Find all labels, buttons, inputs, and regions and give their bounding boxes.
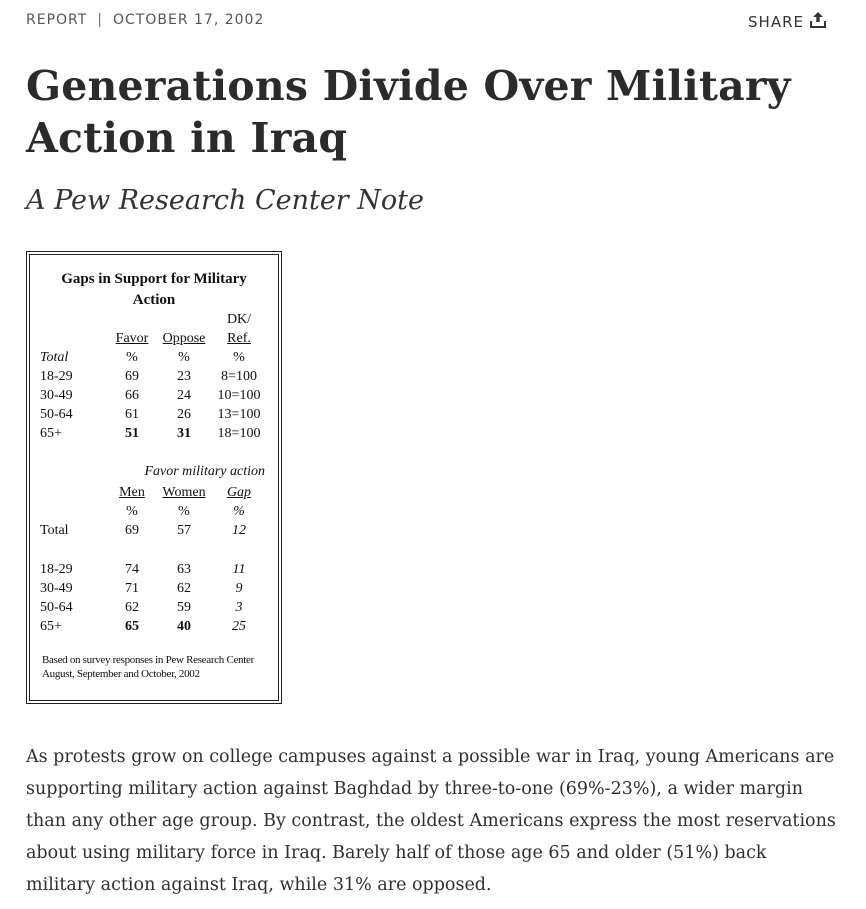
figure-title: Gaps in Support for Military Action (30, 269, 278, 311)
table-row: 65+ 51 31 18=100 (40, 424, 265, 443)
row-label: 30-49 (40, 581, 73, 596)
cell-dk: 18=100 (217, 426, 261, 441)
meta-separator: | (97, 12, 104, 28)
article-body-paragraph: As protests grow on college campuses aga… (26, 747, 836, 895)
section1-total-row: Total % % % (40, 348, 265, 367)
figure-title-line1: Gaps in Support for Military (61, 271, 247, 287)
dk-header-line1: DK/ (226, 312, 252, 327)
section2-header-row: Men Women Gap (40, 483, 265, 502)
cell-oppose: 24 (177, 388, 191, 403)
figure-note: Based on survey responses in Pew Researc… (42, 654, 254, 680)
unit-women: % (178, 504, 190, 519)
table-row: 18-29 69 23 8=100 (40, 367, 265, 386)
figure-title-line2: Action (132, 292, 176, 308)
cell-men: 69 (125, 523, 139, 538)
article-type: REPORT (26, 12, 88, 28)
cell-oppose: 26 (177, 407, 191, 422)
row-label: 30-49 (40, 388, 73, 403)
header-women: Women (162, 485, 206, 500)
row-label: 65+ (40, 426, 62, 441)
cell-dk: 8=100 (221, 369, 257, 384)
cell-women: 63 (177, 562, 191, 577)
survey-table-figure: Gaps in Support for Military Action DK/ … (26, 251, 282, 704)
section1-header-row: Favor Oppose Ref. (40, 329, 265, 348)
cell-gap: 25 (232, 619, 246, 634)
cell-men: 71 (125, 581, 139, 596)
cell-favor: 66 (125, 388, 139, 403)
cell-women: 59 (177, 600, 191, 615)
survey-table-inner: Gaps in Support for Military Action DK/ … (29, 254, 279, 701)
cell-men: 65 (125, 619, 139, 634)
table-row: 50-64 62 59 3 (40, 598, 265, 617)
cell-men: 62 (125, 600, 139, 615)
header-gap: Gap (226, 485, 252, 500)
row-label: Total (40, 523, 69, 538)
header-men: Men (119, 485, 145, 500)
table-row: 30-49 66 24 10=100 (40, 386, 265, 405)
row-label: 65+ (40, 619, 62, 634)
cell-favor: 69 (125, 369, 139, 384)
cell-men: 74 (125, 562, 139, 577)
cell-gap: 12 (232, 523, 246, 538)
row-label: 50-64 (40, 600, 73, 615)
section2-units-row: % % % (40, 502, 265, 521)
section2-title: Favor military action (144, 464, 265, 479)
cell-favor: 51 (125, 426, 139, 441)
cell-gap: 3 (235, 600, 243, 615)
table-row: 30-49 71 62 9 (40, 579, 265, 598)
share-label: SHARE (748, 13, 804, 31)
cell-women: 62 (177, 581, 191, 596)
cell-oppose: 31 (177, 426, 191, 441)
cell-favor: 61 (125, 407, 139, 422)
share-button[interactable]: SHARE (748, 11, 826, 33)
row-label: 18-29 (40, 369, 73, 384)
unit-men: % (126, 504, 138, 519)
share-icon (810, 11, 826, 33)
cell-women: 57 (177, 523, 191, 538)
table-row: 50-64 61 26 13=100 (40, 405, 265, 424)
cell-women: 40 (177, 619, 191, 634)
unit-favor: % (126, 350, 138, 365)
row-label: 50-64 (40, 407, 73, 422)
table-row: 18-29 74 63 11 (40, 560, 265, 579)
cell-dk: 13=100 (217, 407, 261, 422)
header-oppose: Oppose (162, 331, 206, 346)
unit-gap: % (233, 504, 245, 519)
dk-header-row: DK/ (40, 310, 265, 329)
page-title: Generations Divide Over Military Action … (26, 62, 791, 162)
section2-total-row: Total 69 57 12 (40, 521, 265, 540)
row-label: 18-29 (40, 562, 73, 577)
article-date: OCTOBER 17, 2002 (113, 12, 265, 28)
header-ref: Ref. (227, 331, 251, 346)
cell-dk: 10=100 (217, 388, 261, 403)
unit-ref: % (233, 350, 245, 365)
table-row: 65+ 65 40 25 (40, 617, 265, 636)
page-subtitle: A Pew Research Center Note (26, 185, 424, 216)
cell-gap: 11 (232, 562, 246, 577)
cell-gap: 9 (235, 581, 243, 596)
article-meta: REPORT | OCTOBER 17, 2002 (26, 12, 264, 28)
header-favor: Favor (115, 331, 149, 346)
unit-oppose: % (178, 350, 190, 365)
total-label: Total (40, 350, 69, 365)
cell-oppose: 23 (177, 369, 191, 384)
